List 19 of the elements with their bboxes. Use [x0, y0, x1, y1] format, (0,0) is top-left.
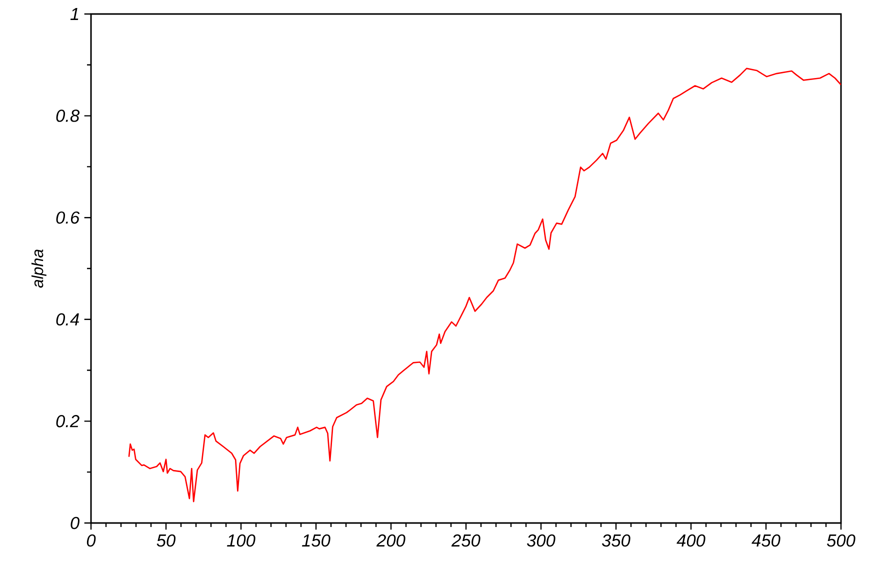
- x-tick-label: 200: [376, 534, 406, 547]
- y-axis-title: alpha: [31, 249, 46, 288]
- x-tick-label: 450: [752, 534, 780, 547]
- y-tick-label: 0.4: [56, 313, 79, 326]
- x-tick-label: 500: [826, 534, 856, 547]
- x-tick-label: 0: [86, 534, 96, 547]
- y-tick-label: 1: [70, 8, 78, 20]
- x-tick-label: 250: [451, 534, 480, 547]
- x-tick-label: 400: [676, 534, 706, 547]
- x-tick-label: 150: [302, 534, 330, 547]
- x-tick-label: 300: [526, 534, 556, 547]
- x-tick-label: 350: [602, 534, 630, 547]
- y-tick-label: 0.6: [56, 211, 80, 224]
- x-tick-label: 50: [156, 534, 176, 547]
- line-series: [128, 68, 841, 502]
- x-tick-label: 100: [226, 534, 256, 547]
- y-tick-label: 0.8: [56, 110, 80, 122]
- y-tick-label: 0.2: [56, 415, 80, 428]
- y-tick-label: 0: [70, 516, 80, 530]
